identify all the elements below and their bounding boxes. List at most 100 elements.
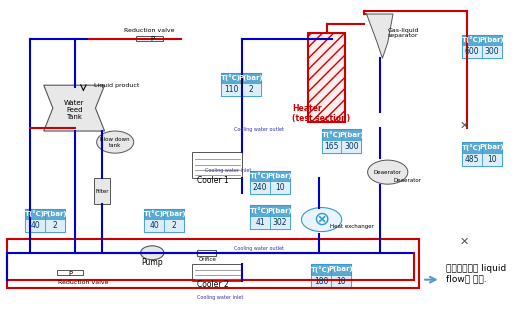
FancyBboxPatch shape (144, 219, 164, 232)
FancyBboxPatch shape (25, 209, 45, 219)
Text: 41: 41 (255, 218, 265, 227)
Bar (192, 152, 242, 178)
Text: P: P (68, 271, 72, 277)
FancyBboxPatch shape (25, 209, 65, 232)
Text: Blow down
tank: Blow down tank (101, 137, 130, 147)
FancyBboxPatch shape (462, 45, 481, 58)
Text: 600: 600 (464, 48, 479, 56)
Text: 2: 2 (53, 221, 57, 230)
FancyBboxPatch shape (250, 216, 270, 229)
Polygon shape (364, 14, 393, 58)
FancyBboxPatch shape (311, 264, 331, 275)
Text: P(bar): P(bar) (43, 211, 67, 217)
Text: Cooling water outlet: Cooling water outlet (234, 246, 284, 250)
FancyBboxPatch shape (462, 142, 502, 166)
FancyBboxPatch shape (462, 153, 481, 166)
FancyBboxPatch shape (311, 264, 351, 287)
FancyBboxPatch shape (462, 34, 481, 45)
FancyBboxPatch shape (462, 142, 481, 153)
Text: P(bar): P(bar) (162, 211, 186, 217)
Text: Cooling water inlet: Cooling water inlet (205, 168, 252, 173)
FancyBboxPatch shape (241, 72, 261, 83)
Text: P(bar): P(bar) (339, 132, 364, 138)
FancyBboxPatch shape (241, 83, 261, 96)
FancyBboxPatch shape (321, 130, 361, 153)
FancyBboxPatch shape (144, 209, 164, 219)
FancyBboxPatch shape (481, 34, 502, 45)
Text: 정상상태에서 liquid
flow는 없음.: 정상상태에서 liquid flow는 없음. (446, 263, 506, 283)
FancyBboxPatch shape (481, 142, 502, 153)
FancyBboxPatch shape (45, 219, 65, 232)
FancyBboxPatch shape (331, 275, 351, 287)
Circle shape (140, 246, 164, 260)
Text: P(bar): P(bar) (479, 145, 504, 151)
Text: ✕: ✕ (460, 121, 469, 131)
FancyBboxPatch shape (164, 219, 184, 232)
Text: 10: 10 (487, 155, 496, 164)
FancyBboxPatch shape (25, 219, 45, 232)
Text: T(°C): T(°C) (462, 36, 481, 43)
Text: Gas-liquid
separator: Gas-liquid separator (388, 28, 419, 38)
Text: T(°C): T(°C) (221, 74, 241, 81)
Text: ⊗: ⊗ (313, 210, 330, 229)
FancyBboxPatch shape (331, 264, 351, 275)
Text: 110: 110 (224, 85, 238, 94)
Text: Heat exchanger: Heat exchanger (329, 224, 373, 229)
FancyBboxPatch shape (250, 205, 270, 216)
Text: P: P (150, 36, 154, 42)
Text: 10: 10 (275, 183, 285, 192)
Text: Water
Feed
Tank: Water Feed Tank (64, 100, 85, 121)
Bar (94, 178, 110, 204)
FancyBboxPatch shape (221, 72, 261, 96)
FancyBboxPatch shape (270, 216, 290, 229)
Text: T(°C): T(°C) (25, 211, 45, 217)
FancyBboxPatch shape (45, 209, 65, 219)
Text: Reduction valve: Reduction valve (124, 28, 175, 33)
Bar (57, 270, 84, 275)
Text: T(°C): T(°C) (250, 207, 270, 214)
FancyBboxPatch shape (270, 205, 290, 216)
Text: T(°C): T(°C) (462, 144, 481, 151)
Text: Cooling water outlet: Cooling water outlet (234, 127, 284, 132)
FancyBboxPatch shape (250, 171, 270, 181)
FancyBboxPatch shape (144, 209, 184, 232)
FancyBboxPatch shape (342, 140, 361, 153)
FancyBboxPatch shape (481, 45, 502, 58)
Text: Pump: Pump (142, 258, 163, 267)
Circle shape (302, 208, 342, 232)
Text: P(bar): P(bar) (268, 173, 292, 179)
Text: 40: 40 (30, 221, 40, 230)
Text: T(°C): T(°C) (250, 173, 270, 179)
Text: 180: 180 (314, 277, 328, 286)
Text: Deaerator: Deaerator (393, 178, 421, 183)
Bar (136, 36, 163, 41)
FancyBboxPatch shape (481, 153, 502, 166)
Text: 240: 240 (253, 183, 267, 192)
FancyBboxPatch shape (221, 72, 241, 83)
FancyBboxPatch shape (342, 130, 361, 140)
Text: T(°C): T(°C) (144, 211, 164, 217)
Text: Cooling water inlet: Cooling water inlet (197, 294, 244, 300)
Text: Liquid product: Liquid product (94, 83, 139, 88)
Text: Deaerator: Deaerator (373, 170, 402, 174)
Text: 300: 300 (344, 142, 359, 151)
FancyBboxPatch shape (250, 171, 290, 194)
Text: T(°C): T(°C) (311, 266, 331, 273)
Text: 302: 302 (272, 218, 287, 227)
Bar (192, 264, 242, 281)
Bar (309, 33, 345, 122)
Text: P(bar): P(bar) (238, 75, 263, 81)
Text: 2: 2 (248, 85, 253, 94)
FancyBboxPatch shape (321, 130, 342, 140)
Circle shape (368, 160, 408, 184)
Text: P(bar): P(bar) (328, 266, 353, 272)
Text: Orifice: Orifice (199, 257, 217, 262)
FancyBboxPatch shape (221, 83, 241, 96)
Text: Reduction valve: Reduction valve (58, 280, 109, 285)
Text: T(°C): T(°C) (321, 131, 342, 138)
Circle shape (97, 131, 134, 153)
FancyBboxPatch shape (270, 181, 290, 194)
FancyBboxPatch shape (164, 209, 184, 219)
Text: Cooler 2: Cooler 2 (197, 280, 229, 289)
Text: 485: 485 (464, 155, 479, 164)
